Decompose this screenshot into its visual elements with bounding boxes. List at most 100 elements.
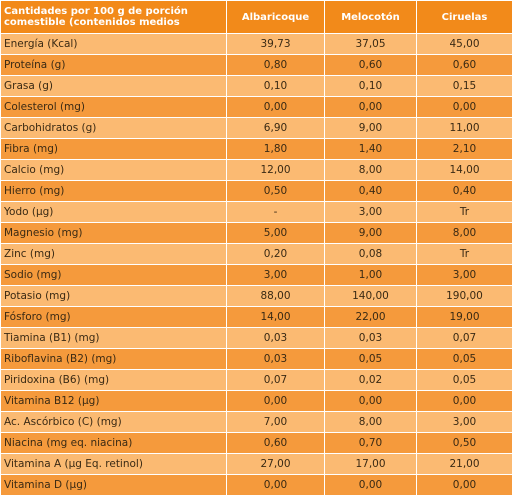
ciruelas-value: 190,00	[417, 286, 512, 306]
albaricoque-value: 0,20	[227, 244, 324, 264]
albaricoque-value: 0,03	[227, 349, 324, 369]
header-line-1: Cantidades por 100 g de porción	[4, 6, 188, 17]
nutrient-label: Potasio (mg)	[1, 286, 226, 306]
ciruelas-value: 14,00	[417, 160, 512, 180]
albaricoque-value: 0,60	[227, 433, 324, 453]
table-row: Hierro (mg) 0,50 0,40 0,40	[1, 181, 512, 201]
ciruelas-value: 45,00	[417, 34, 512, 54]
albaricoque-value: -	[227, 202, 324, 222]
ciruelas-value: 19,00	[417, 307, 512, 327]
melocoton-value: 0,70	[325, 433, 416, 453]
melocoton-value: 0,60	[325, 55, 416, 75]
albaricoque-value: 39,73	[227, 34, 324, 54]
header-line-2: comestible (contenidos medios	[4, 17, 180, 28]
nutrient-label: Vitamina D (µg)	[1, 475, 226, 495]
nutrient-label: Proteína (g)	[1, 55, 226, 75]
nutrient-label: Carbohidratos (g)	[1, 118, 226, 138]
melocoton-value: 9,00	[325, 118, 416, 138]
melocoton-value: 17,00	[325, 454, 416, 474]
ciruelas-value: Tr	[417, 244, 512, 264]
melocoton-value: 37,05	[325, 34, 416, 54]
albaricoque-value: 0,50	[227, 181, 324, 201]
table-row: Colesterol (mg) 0,00 0,00 0,00	[1, 97, 512, 117]
albaricoque-value: 0,80	[227, 55, 324, 75]
table-row: Vitamina A (µg Eq. retinol) 27,00 17,00 21,…	[1, 454, 512, 474]
ciruelas-value: 21,00	[417, 454, 512, 474]
albaricoque-value: 1,80	[227, 139, 324, 159]
nutrient-label: Riboflavina (B2) (mg)	[1, 349, 226, 369]
albaricoque-value: 0,00	[227, 475, 324, 495]
table-row: Fósforo (mg) 14,00 22,00 19,00	[1, 307, 512, 327]
table-header-row: Cantidades por 100 g de porción comestib…	[1, 1, 512, 33]
melocoton-value: 1,00	[325, 265, 416, 285]
table-row: Vitamina B12 (µg) 0,00 0,00 0,00	[1, 391, 512, 411]
albaricoque-value: 0,07	[227, 370, 324, 390]
nutrient-label: Energía (Kcal)	[1, 34, 226, 54]
ciruelas-value: 0,15	[417, 76, 512, 96]
ciruelas-value: 3,00	[417, 265, 512, 285]
melocoton-value: 0,40	[325, 181, 416, 201]
table-row: Niacina (mg eq. niacina) 0,60 0,70 0,50	[1, 433, 512, 453]
nutrient-label: Vitamina A (µg Eq. retinol)	[1, 454, 226, 474]
nutrient-label: Zinc (mg)	[1, 244, 226, 264]
melocoton-value: 0,05	[325, 349, 416, 369]
nutrient-label: Magnesio (mg)	[1, 223, 226, 243]
albaricoque-value: 27,00	[227, 454, 324, 474]
table-row: Potasio (mg) 88,00 140,00 190,00	[1, 286, 512, 306]
ciruelas-value: 0,07	[417, 328, 512, 348]
melocoton-value: 0,08	[325, 244, 416, 264]
nutrient-label: Yodo (µg)	[1, 202, 226, 222]
albaricoque-value: 0,03	[227, 328, 324, 348]
ciruelas-value: Tr	[417, 202, 512, 222]
table-row: Calcio (mg) 12,00 8,00 14,00	[1, 160, 512, 180]
table-row: Piridoxina (B6) (mg) 0,07 0,02 0,05	[1, 370, 512, 390]
nutrient-label: Calcio (mg)	[1, 160, 226, 180]
header-albaricoque: Albaricoque	[227, 1, 324, 33]
ciruelas-value: 0,60	[417, 55, 512, 75]
ciruelas-value: 0,50	[417, 433, 512, 453]
melocoton-value: 8,00	[325, 412, 416, 432]
albaricoque-value: 6,90	[227, 118, 324, 138]
melocoton-value: 140,00	[325, 286, 416, 306]
albaricoque-value: 3,00	[227, 265, 324, 285]
table-row: Vitamina D (µg) 0,00 0,00 0,00	[1, 475, 512, 495]
melocoton-value: 0,10	[325, 76, 416, 96]
melocoton-value: 0,00	[325, 97, 416, 117]
table-row: Proteína (g) 0,80 0,60 0,60	[1, 55, 512, 75]
albaricoque-value: 88,00	[227, 286, 324, 306]
table-row: Tiamina (B1) (mg) 0,03 0,03 0,07	[1, 328, 512, 348]
albaricoque-value: 14,00	[227, 307, 324, 327]
nutrient-label: Grasa (g)	[1, 76, 226, 96]
ciruelas-value: 11,00	[417, 118, 512, 138]
table-row: Grasa (g) 0,10 0,10 0,15	[1, 76, 512, 96]
table-row: Ac. Ascórbico (C) (mg) 7,00 8,00 3,00	[1, 412, 512, 432]
melocoton-value: 0,03	[325, 328, 416, 348]
melocoton-value: 0,00	[325, 391, 416, 411]
nutrient-label: Hierro (mg)	[1, 181, 226, 201]
header-ciruelas: Ciruelas	[417, 1, 512, 33]
nutrient-label: Vitamina B12 (µg)	[1, 391, 226, 411]
melocoton-value: 1,40	[325, 139, 416, 159]
melocoton-value: 22,00	[325, 307, 416, 327]
ciruelas-value: 2,10	[417, 139, 512, 159]
nutrient-label: Piridoxina (B6) (mg)	[1, 370, 226, 390]
nutrient-label: Colesterol (mg)	[1, 97, 226, 117]
ciruelas-value: 8,00	[417, 223, 512, 243]
ciruelas-value: 3,00	[417, 412, 512, 432]
nutrient-label: Tiamina (B1) (mg)	[1, 328, 226, 348]
table-row: Fibra (mg) 1,80 1,40 2,10	[1, 139, 512, 159]
nutrient-label: Ac. Ascórbico (C) (mg)	[1, 412, 226, 432]
nutrient-label: Fibra (mg)	[1, 139, 226, 159]
albaricoque-value: 0,00	[227, 391, 324, 411]
table-row: Zinc (mg) 0,20 0,08 Tr	[1, 244, 512, 264]
table-row: Riboflavina (B2) (mg) 0,03 0,05 0,05	[1, 349, 512, 369]
table-row: Yodo (µg) -3,00 Tr	[1, 202, 512, 222]
ciruelas-value: 0,40	[417, 181, 512, 201]
nutrient-label: Sodio (mg)	[1, 265, 226, 285]
albaricoque-value: 0,00	[227, 97, 324, 117]
melocoton-value: 9,00	[325, 223, 416, 243]
nutrient-label: Fósforo (mg)	[1, 307, 226, 327]
albaricoque-value: 0,10	[227, 76, 324, 96]
albaricoque-value: 12,00	[227, 160, 324, 180]
